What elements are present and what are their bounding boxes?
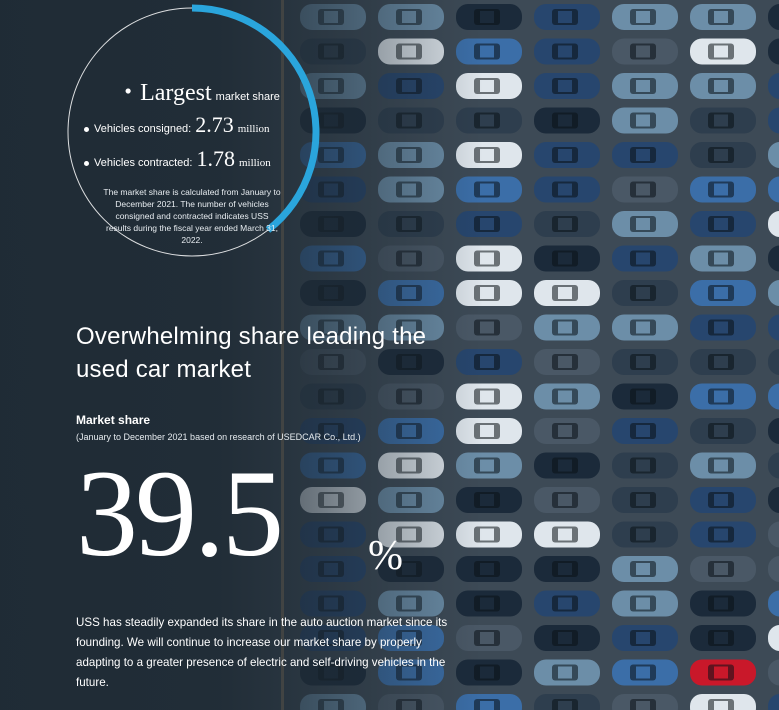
- market-share-value: 39.5: [76, 445, 284, 582]
- badge-title-main: ・Largest: [116, 80, 212, 106]
- stat-unit: million: [238, 157, 271, 169]
- bullet-icon: [84, 160, 89, 166]
- badge-note: The market share is calculated from Janu…: [103, 187, 281, 245]
- market-share-label: Market share: [76, 413, 151, 427]
- stat-contracted: Vehicles contracted: 1.78 million: [84, 144, 306, 178]
- badge-title-sub: market share: [215, 91, 280, 103]
- body-paragraph: USS has steadily expanded its share in t…: [76, 616, 448, 689]
- bullet-icon: [84, 126, 89, 132]
- badge-title: ・Largest market share: [90, 80, 306, 110]
- headline: Overwhelming share leading the used car …: [76, 323, 427, 383]
- stat-consigned: Vehicles consigned: 2.73 million: [84, 110, 306, 144]
- market-share-source: (January to December 2021 based on resea…: [76, 432, 361, 442]
- stat-label: Vehicles consigned:: [94, 123, 192, 135]
- stat-value: 2.73: [195, 112, 234, 137]
- stat-value: 1.78: [196, 146, 235, 171]
- stat-label: Vehicles contracted:: [94, 157, 193, 169]
- largest-share-badge: ・Largest market share Vehicles consigned:…: [84, 80, 306, 246]
- ring-progress-arc: [191, 4, 320, 233]
- market-share-unit: %: [368, 533, 403, 579]
- stat-unit: million: [237, 123, 270, 135]
